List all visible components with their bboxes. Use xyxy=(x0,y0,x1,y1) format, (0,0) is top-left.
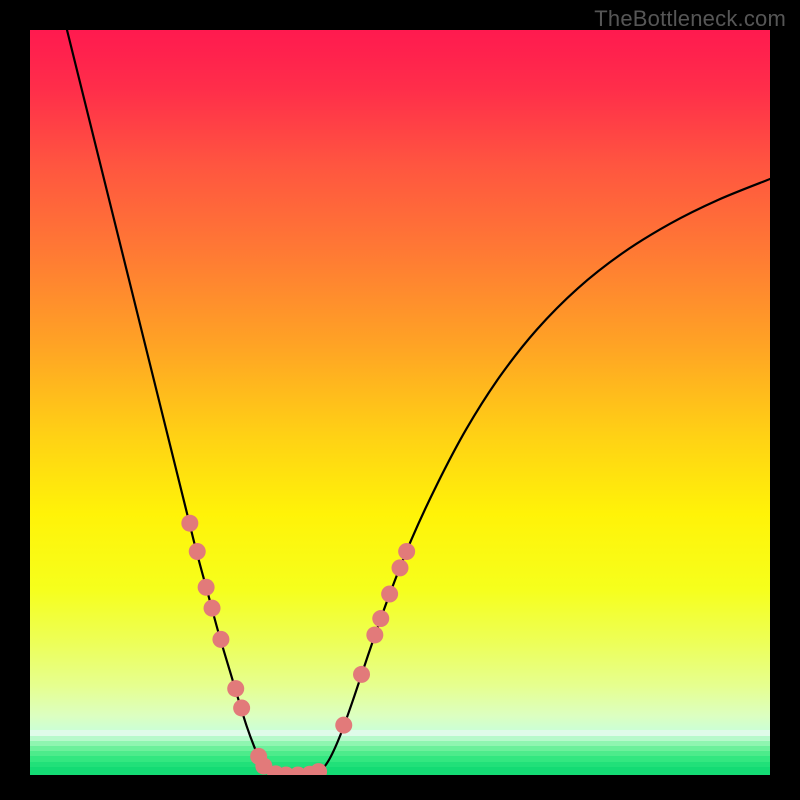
marker-dot xyxy=(392,559,409,576)
marker-dot xyxy=(353,666,370,683)
chart-svg-layer xyxy=(30,30,770,775)
marker-dot xyxy=(181,515,198,532)
marker-dots-group xyxy=(181,515,415,775)
marker-dot xyxy=(204,600,221,617)
marker-dot xyxy=(335,717,352,734)
marker-dot xyxy=(381,585,398,602)
marker-dot xyxy=(366,626,383,643)
marker-dot xyxy=(189,543,206,560)
chart-frame xyxy=(30,30,770,775)
marker-dot xyxy=(198,579,215,596)
watermark-text: TheBottleneck.com xyxy=(594,6,786,32)
marker-dot xyxy=(233,699,250,716)
marker-dot xyxy=(212,631,229,648)
bottleneck-curve xyxy=(67,30,770,775)
marker-dot xyxy=(227,680,244,697)
marker-dot xyxy=(372,610,389,627)
marker-dot xyxy=(398,543,415,560)
